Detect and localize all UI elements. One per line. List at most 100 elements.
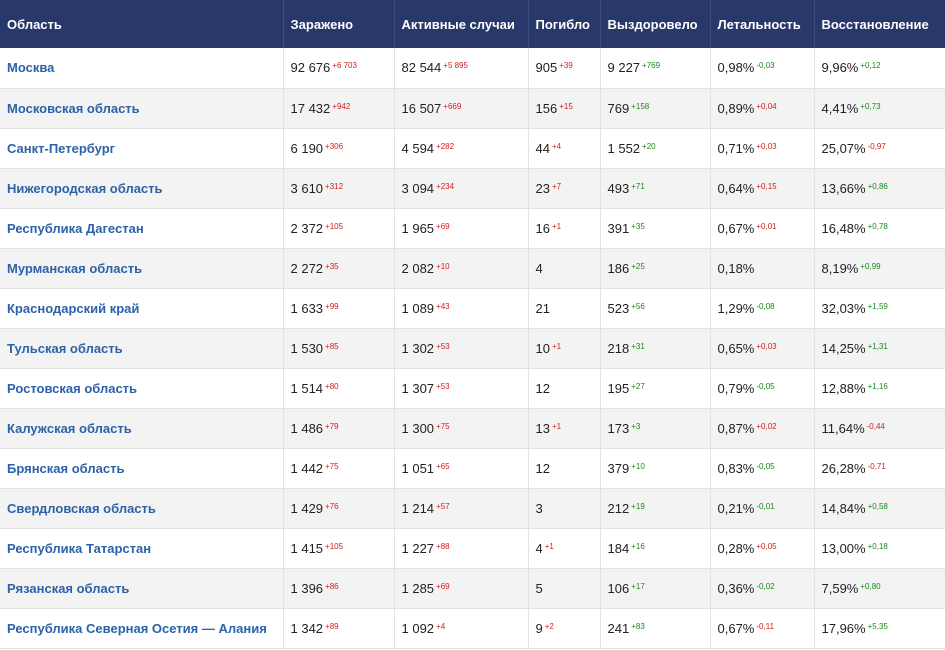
cell-value: 1 214: [401, 500, 435, 516]
cell-delta: +71: [631, 181, 645, 191]
cell-delta: +1,59: [867, 301, 888, 311]
cell-value: 493: [607, 180, 630, 196]
cell-delta: +99: [325, 301, 339, 311]
header-recovery-rate[interactable]: Восстановление: [821, 16, 929, 32]
cell-value: 0,79%: [717, 380, 755, 396]
cell-value: 241: [607, 620, 630, 636]
region-link[interactable]: Республика Татарстан: [7, 540, 152, 556]
deaths-cell: 9 +2: [528, 608, 601, 649]
region-link[interactable]: Тульская область: [7, 340, 123, 356]
cell-delta: +282: [436, 141, 455, 151]
cell-value: 92 676: [290, 60, 331, 76]
cell-value: 16 507: [401, 100, 442, 116]
table-body: Москва 92 676 +6 703 82 544 +5 895 905 +39 9 22…: [0, 48, 945, 649]
header-deaths[interactable]: Погибло: [528, 0, 601, 48]
region-link[interactable]: Москва: [7, 60, 55, 76]
recovery-cell: 26,28% -0,71: [814, 448, 945, 489]
deaths-cell: 4 +1: [528, 528, 601, 569]
cell-delta: +35: [325, 261, 339, 271]
cell-value: 1 300: [401, 420, 435, 436]
region-link[interactable]: Республика Северная Осетия — Алания: [7, 620, 267, 636]
cell-delta: +0,99: [860, 261, 881, 271]
deaths-cell: 156 +15: [528, 88, 601, 129]
lethality-cell: 0,65% +0,03: [710, 328, 815, 369]
infected-cell: 1 442 +75: [283, 448, 395, 489]
cell-value: 10: [535, 340, 550, 356]
header-infected[interactable]: Заражено: [283, 0, 395, 48]
cell-value: 3: [535, 500, 543, 516]
table-row: Республика Татарстан 1 415 +105 1 227 +88 4 +1…: [0, 528, 945, 569]
deaths-cell: 16 +1: [528, 208, 601, 249]
region-link[interactable]: Калужская область: [7, 420, 132, 436]
cell-value: 195: [607, 380, 630, 396]
cell-value: 1 415: [290, 540, 324, 556]
recovered-cell: 195 +27: [600, 368, 711, 409]
cell-value: 1 633: [290, 300, 324, 316]
recovery-cell: 8,19% +0,99: [814, 248, 945, 289]
cell-value: 13,00%: [821, 540, 866, 556]
cell-value: 12,88%: [821, 380, 866, 396]
cell-value: 0,21%: [717, 500, 755, 516]
cell-value: 1 307: [401, 380, 435, 396]
recovery-cell: 17,96% +5,35: [814, 608, 945, 649]
cell-value: 1 442: [290, 460, 324, 476]
cell-value: 2 082: [401, 260, 435, 276]
header-active[interactable]: Активные случаи: [394, 0, 529, 48]
cell-delta: +10: [631, 461, 645, 471]
region-link[interactable]: Нижегородская область: [7, 180, 163, 196]
region-link[interactable]: Свердловская область: [7, 500, 156, 516]
active-cell: 1 307 +53: [394, 368, 529, 409]
deaths-cell: 12: [528, 448, 601, 489]
region-link[interactable]: Санкт-Петербург: [7, 140, 116, 156]
cell-delta: +1,16: [867, 381, 888, 391]
cell-delta: +769: [642, 61, 661, 71]
lethality-cell: 0,87% +0,02: [710, 408, 815, 449]
cell-delta: +80: [325, 381, 339, 391]
region-link[interactable]: Республика Дагестан: [7, 220, 144, 236]
cell-delta: +1: [544, 541, 554, 551]
cell-value: 0,67%: [717, 220, 755, 236]
deaths-cell: 44 +4: [528, 128, 601, 169]
region-link[interactable]: Мурманская область: [7, 260, 143, 276]
cell-delta: +35: [631, 221, 645, 231]
cell-delta: +234: [436, 181, 455, 191]
cell-value: 1,29%: [717, 300, 755, 316]
region-cell: Краснодарский край: [0, 288, 284, 329]
cell-value: 1 302: [401, 340, 435, 356]
cell-delta: +4: [551, 141, 562, 151]
active-cell: 1 300 +75: [394, 408, 529, 449]
cell-value: 25,07%: [821, 140, 866, 156]
region-link[interactable]: Ростовская область: [7, 380, 138, 396]
region-link[interactable]: Брянская область: [7, 460, 125, 476]
cell-value: 156: [535, 100, 558, 116]
region-link[interactable]: Краснодарский край: [7, 300, 140, 316]
active-cell: 2 082 +10: [394, 248, 529, 289]
cell-value: 21: [535, 300, 550, 316]
infected-cell: 6 190 +306: [283, 128, 395, 169]
active-cell: 1 227 +88: [394, 528, 529, 569]
cell-value: 6 190: [290, 140, 324, 156]
recovered-cell: 523 +56: [600, 288, 711, 329]
cell-delta: +942: [332, 101, 351, 111]
cell-value: 17 432: [290, 100, 331, 116]
cell-value: 82 544: [401, 60, 442, 76]
cell-delta: -0,02: [756, 581, 775, 591]
region-link[interactable]: Московская область: [7, 100, 140, 116]
region-cell: Нижегородская область: [0, 168, 284, 209]
recovery-cell: 14,25% +1,31: [814, 328, 945, 369]
cell-value: 1 051: [401, 460, 435, 476]
cell-value: 769: [607, 100, 630, 116]
header-recovered[interactable]: Выздоровело: [600, 0, 711, 48]
cell-delta: +89: [325, 621, 339, 631]
cell-value: 1 089: [401, 300, 435, 316]
cell-value: 0,64%: [717, 180, 755, 196]
region-link[interactable]: Рязанская область: [7, 580, 130, 596]
cell-delta: +43: [436, 301, 450, 311]
header-lethality[interactable]: Летальность: [710, 0, 815, 48]
recovery-cell: 12,88% +1,16: [814, 368, 945, 409]
infected-cell: 17 432 +942: [283, 88, 395, 129]
header-region[interactable]: Область: [0, 0, 284, 48]
cell-delta: +53: [436, 341, 450, 351]
recovery-cell: 9,96% +0,12: [814, 48, 945, 89]
cell-delta: +3: [631, 421, 641, 431]
